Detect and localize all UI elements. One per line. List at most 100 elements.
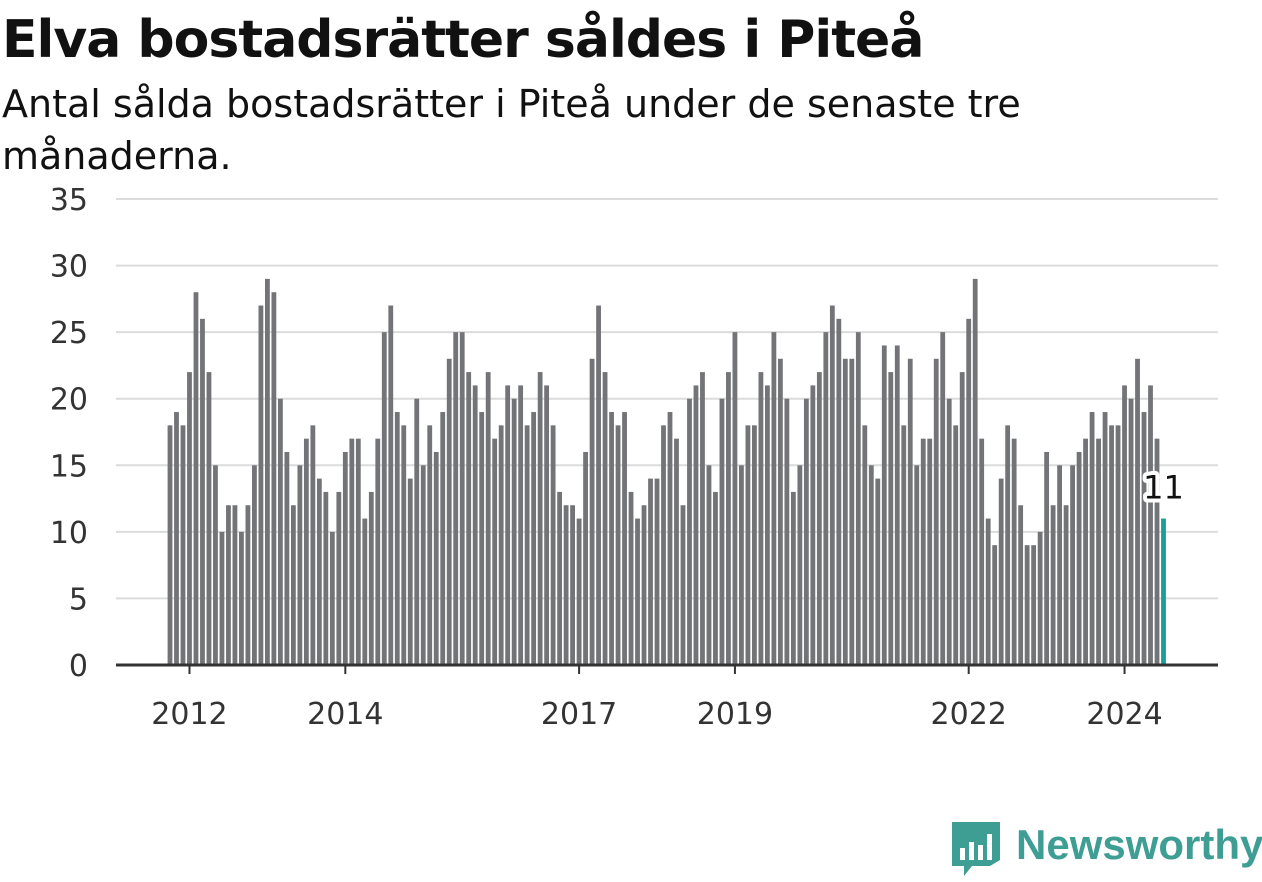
bar	[1050, 505, 1056, 665]
bar	[648, 478, 653, 665]
bar	[570, 505, 575, 665]
bar	[589, 358, 595, 665]
bar	[992, 545, 998, 665]
bar	[1083, 438, 1088, 665]
bar	[966, 318, 972, 665]
bar	[232, 505, 238, 665]
x-tick-label: 2012	[151, 697, 227, 732]
bar	[667, 412, 673, 665]
bar	[615, 425, 621, 665]
bar	[596, 305, 601, 665]
bar	[394, 412, 400, 665]
bar	[752, 425, 757, 665]
x-tick-label: 2014	[307, 697, 383, 732]
bar	[1089, 412, 1095, 665]
bar	[420, 465, 426, 665]
bar	[388, 305, 394, 665]
bar	[271, 292, 277, 665]
bar	[972, 278, 978, 665]
bar	[1109, 425, 1114, 665]
bar	[316, 478, 322, 665]
bar	[472, 385, 478, 665]
bar	[959, 372, 965, 665]
bar	[427, 425, 433, 665]
bar	[485, 372, 491, 665]
bar	[602, 372, 608, 665]
bar	[1031, 545, 1037, 665]
bar	[609, 412, 614, 665]
bar	[842, 358, 848, 665]
bar	[401, 425, 407, 665]
bar	[719, 398, 725, 665]
bar	[914, 465, 920, 665]
bar	[524, 425, 530, 665]
bar	[252, 465, 257, 665]
bar	[284, 451, 290, 665]
bar	[953, 425, 959, 665]
bar	[226, 505, 231, 665]
x-tick-label: 2017	[541, 697, 617, 732]
bar	[336, 491, 342, 665]
bar	[310, 425, 316, 665]
bar	[628, 491, 634, 665]
bar	[797, 465, 803, 665]
bar	[239, 531, 244, 665]
bar	[894, 345, 900, 665]
bar	[622, 412, 627, 665]
bar	[654, 478, 660, 665]
bar	[1141, 412, 1147, 665]
bar	[349, 438, 355, 665]
bar	[576, 518, 582, 665]
bar	[790, 491, 796, 665]
annotations: 11	[1139, 465, 1188, 511]
bar	[1076, 451, 1082, 665]
bar	[258, 305, 264, 665]
bar	[180, 425, 186, 665]
bar	[193, 292, 199, 665]
y-axis-ticks: 0 5 10 15 20 25 30 35	[50, 183, 88, 684]
bar	[726, 372, 731, 665]
bar	[206, 372, 212, 665]
bar	[810, 385, 816, 665]
bar	[167, 425, 173, 665]
bar	[544, 385, 550, 665]
bar	[927, 438, 933, 665]
bar	[433, 451, 439, 665]
bar	[414, 398, 420, 665]
bar	[641, 505, 647, 665]
bar	[907, 358, 913, 665]
bar-highlight	[1161, 518, 1166, 665]
bar	[985, 518, 991, 665]
bar	[479, 412, 485, 665]
bar	[245, 505, 251, 665]
bar	[920, 438, 926, 665]
bar	[979, 438, 985, 665]
bar	[888, 372, 894, 665]
bar	[492, 438, 498, 665]
y-tick-label: 30	[50, 250, 88, 285]
bar	[213, 465, 218, 665]
bar	[784, 398, 790, 665]
bar	[518, 385, 524, 665]
bar	[1057, 465, 1063, 665]
bar	[505, 385, 511, 665]
newsworthy-logo-icon	[952, 822, 1000, 876]
bar	[680, 505, 686, 665]
bar	[583, 451, 588, 665]
bar	[368, 491, 374, 665]
bar	[1148, 385, 1153, 665]
bar	[174, 412, 179, 665]
bar	[855, 332, 861, 665]
bar	[764, 385, 770, 665]
bar	[1024, 545, 1030, 665]
chart-subtitle: Antal sålda bostadsrätter i Piteå under …	[2, 82, 1021, 178]
bar	[1070, 465, 1075, 665]
bar	[635, 518, 640, 665]
bar	[498, 425, 504, 665]
bar	[187, 372, 192, 665]
bar	[674, 438, 679, 665]
bar	[466, 372, 472, 665]
bar	[803, 398, 809, 665]
bar	[777, 358, 783, 665]
bar	[1005, 425, 1011, 665]
